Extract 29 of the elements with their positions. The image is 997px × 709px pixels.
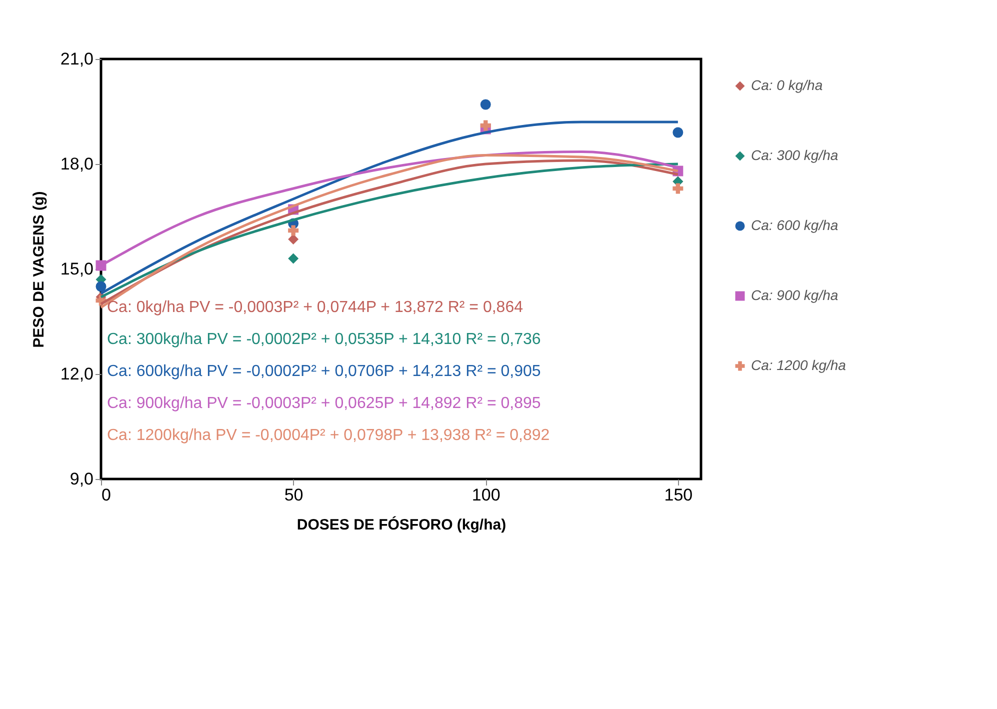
x-tick-label: 0: [102, 486, 111, 504]
y-tick-label: 18,0: [60, 154, 94, 174]
point: [288, 225, 299, 236]
point: [672, 127, 684, 138]
point: [288, 234, 299, 244]
annotation: Ca: 300kg/ha PV = -0,0002P² + 0,0535P + 14,310 R² = 0,736: [107, 331, 541, 348]
legend-label: Ca: 900 kg/ha: [751, 287, 838, 303]
legend-label: Ca: 1200 kg/ha: [751, 357, 846, 373]
x-tick-label: 150: [664, 486, 693, 504]
x-axis-title: DOSES DE FÓSFORO (kg/ha): [296, 516, 506, 534]
point: [480, 99, 491, 110]
point: [96, 281, 106, 292]
y-axis-title: PESO DE VAGENS (g): [30, 191, 48, 348]
x-tick-label: 50: [284, 486, 304, 504]
annotation: Ca: 600kg/ha PV = -0,0002P² + 0,0706P + 14,213 R² = 0,905: [107, 363, 541, 380]
legend-label: Ca: 300 kg/ha: [751, 147, 838, 163]
annotation: Ca: 0kg/ha PV = -0,0003P² + 0,0744P + 13,872 R² = 0,864: [107, 299, 524, 316]
x-tick-label: 100: [472, 486, 500, 504]
annotation: Ca: 1200kg/ha PV = -0,0004P² + 0,0798P + 13,938 R² = 0,892: [107, 427, 550, 444]
legend-label: Ca: 0 kg/ha: [751, 77, 823, 93]
y-tick-label: 21,0: [60, 50, 94, 68]
point: [288, 253, 299, 264]
legend-label: Ca: 600 kg/ha: [751, 217, 838, 233]
y-tick-label: 9,0: [70, 470, 94, 488]
point: [672, 183, 684, 194]
y-tick-label: 12,0: [60, 364, 94, 384]
annotation: Ca: 900kg/ha PV = -0,0003P² + 0,0625P + 14,892 R² = 0,895: [107, 395, 541, 412]
y-tick-label: 15,0: [60, 260, 94, 278]
point: [480, 120, 491, 131]
